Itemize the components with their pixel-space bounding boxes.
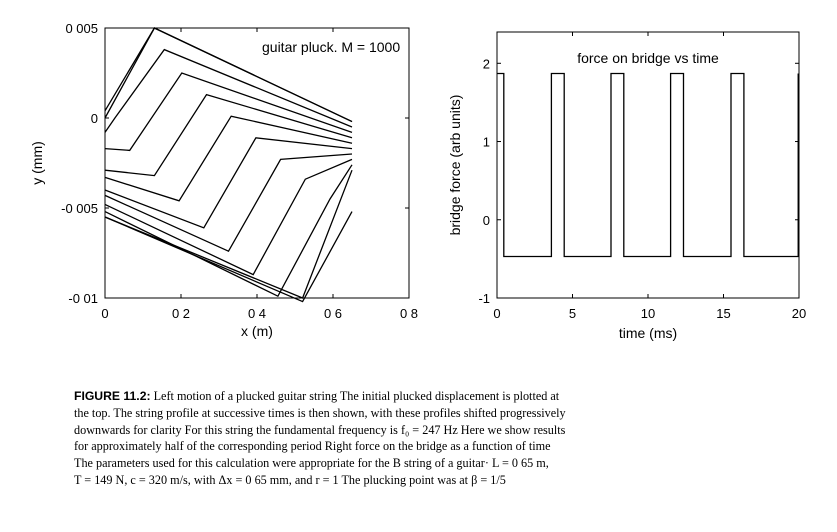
chart0-series-10 — [104, 169, 353, 299]
caption-line-2: the top. The string profile at successiv… — [74, 405, 566, 420]
chart0-series-2 — [104, 48, 353, 133]
chart1-xtick-label: 5 — [569, 306, 576, 321]
right-plot-series — [497, 72, 799, 258]
caption-line-4: for approximately half of the correspond… — [74, 439, 551, 454]
left-x-axis-label: x (m) — [241, 323, 273, 339]
chart1-xtick-label: 0 — [493, 306, 500, 321]
chart0-ytick-label: 0 005 — [65, 21, 98, 36]
caption-line-5: The parameters used for this calculation… — [74, 456, 549, 471]
chart0-xtick-label: 0 8 — [400, 306, 418, 321]
chart0-ytick-label: 0 — [91, 111, 98, 126]
chart1-xtick-label: 10 — [641, 306, 655, 321]
chart1-ytick-label: 0 — [483, 213, 490, 228]
left-plot-ticks: 0 0 2 0 4 0 6 0 8 0 005 0 -0 005 -0 01 — [61, 21, 418, 321]
chart0-series-1 — [104, 27, 353, 123]
right-y-axis-label: bridge force (arb units) — [447, 95, 463, 236]
chart0-series-3 — [104, 72, 353, 152]
chart0-series-5 — [104, 115, 353, 202]
figure: 0 0 2 0 4 0 6 0 8 0 005 0 -0 005 -0 01 guitar pl… — [29, 21, 806, 341]
string-motion-plot: 0 0 2 0 4 0 6 0 8 0 005 0 -0 005 -0 01 guitar pl… — [29, 21, 418, 339]
chart1-ytick-label: 2 — [483, 56, 490, 71]
chart0-series-4 — [104, 93, 353, 177]
chart1-ytick-label: 1 — [483, 135, 490, 150]
chart0-series-8 — [104, 158, 353, 276]
chart0-xtick-label: 0 4 — [248, 306, 266, 321]
right-x-axis-label: time (ms) — [619, 325, 677, 341]
chart0-series-6 — [104, 137, 353, 229]
caption-line-3: downwards for clarity For this string th… — [74, 422, 566, 437]
chart1-series-0 — [497, 72, 799, 258]
chart0-xtick-label: 0 6 — [324, 306, 342, 321]
chart1-xtick-label: 15 — [716, 306, 730, 321]
right-plot-title: force on bridge vs time — [577, 50, 719, 66]
right-plot-frame — [496, 31, 800, 299]
chart0-series-11 — [104, 211, 353, 303]
left-plot-series — [104, 27, 353, 303]
chart0-ytick-label: -0 005 — [61, 201, 98, 216]
chart0-xtick-label: 0 2 — [172, 306, 190, 321]
chart0-ytick-label: -0 01 — [68, 291, 98, 306]
chart1-xtick-label: 20 — [792, 306, 806, 321]
chart1-ytick-label: -1 — [478, 291, 490, 306]
caption-lead: FIGURE 11.2: — [74, 389, 151, 403]
left-y-axis-label: y (mm) — [29, 141, 45, 185]
caption-line-1-text: Left motion of a plucked guitar string T… — [153, 389, 560, 403]
figure-caption: FIGURE 11.2: Left motion of a plucked gu… — [74, 388, 814, 489]
caption-line-1: FIGURE 11.2: Left motion of a plucked gu… — [74, 388, 814, 405]
chart0-series-7 — [104, 153, 353, 253]
left-plot-title: guitar pluck. M = 1000 — [262, 39, 400, 55]
caption-line-6: T = 149 N, c = 320 m/s, with Δx = 0 65 m… — [74, 472, 506, 487]
chart0-xtick-label: 0 — [101, 306, 108, 321]
